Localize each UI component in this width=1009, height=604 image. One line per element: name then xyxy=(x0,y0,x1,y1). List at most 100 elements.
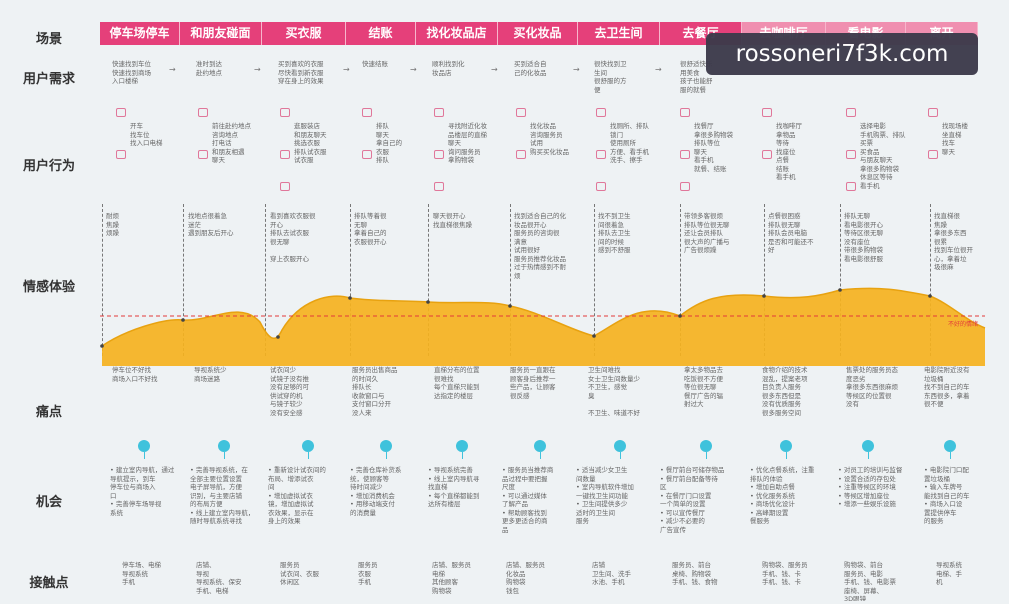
touchpoint-cafe: 购物袋、服务员 手机、钱、卡 手机、钱、卡 xyxy=(762,561,808,586)
opportunity-pin-icon xyxy=(944,440,956,459)
pain-movie: 售票处的服务员态 度恶劣 拿很多东西很麻烦 等候区的位置很 没有 xyxy=(846,366,898,408)
wallet-icon xyxy=(280,182,290,191)
phone-icon xyxy=(596,182,606,191)
opportunity-leave: • 电影院门口配 置垃圾桶 • 输入车牌号 能找到自己的车 • 商场入口设 置提… xyxy=(924,466,970,525)
touchpoint-parking: 停车场、电梯 导视系统 手机 xyxy=(122,561,161,586)
row-label-touchpoint: 接触点 xyxy=(29,576,69,591)
coffee-icon xyxy=(762,108,772,117)
pain-find-cosmetics-store: 直梯分布的位置 很难找 每个直梯只能到 达指定的楼层 xyxy=(434,366,480,400)
behavior-movie: 选择电影 手机购票、排队 买票 买食品 与朋友聊天 拿很多购物袋 休息区等待 看… xyxy=(860,122,906,190)
elevator-icon xyxy=(434,150,444,159)
behavior-parking: 开车 找车位 找入口电梯 xyxy=(130,122,163,147)
phone-icon xyxy=(198,150,208,159)
row-label-need: 用户需求 xyxy=(22,72,75,87)
column-divider xyxy=(680,204,681,356)
emotion-leave: 找直梯很 焦躁 拿很多东西 很累 找到车位很开 心，拿着垃 圾很麻 xyxy=(934,212,973,271)
scene-find-cosmetics-store: 找化妆品店 xyxy=(416,22,498,45)
lipstick-icon xyxy=(516,108,526,117)
touchpoint-restaurant: 服务员、前台 桌椅、购物袋 手机、钱、食物 xyxy=(672,561,718,586)
touchpoint-restroom: 店铺 卫生间、洗手 水池、手机 xyxy=(592,561,631,586)
phone-icon xyxy=(434,182,444,191)
pain-buy-clothes: 试衣间少 试镜子没有推 没有足够的可 供试穿的机 与镜子较少 没有安全感 xyxy=(270,366,309,417)
person-icon xyxy=(198,108,208,117)
pain-buy-cosmetics: 服务员一直跟在 顾客身后推荐一 些产品，让顾客 很反感 xyxy=(510,366,556,400)
bag-icon xyxy=(680,150,690,159)
column-divider xyxy=(102,204,103,356)
column-divider xyxy=(930,204,931,356)
row-label-behavior: 用户行为 xyxy=(22,159,75,174)
car-icon xyxy=(928,150,938,159)
film-icon xyxy=(846,108,856,117)
touchpoint-buy-clothes: 服务员 试衣间、衣服 休闲区 xyxy=(280,561,319,586)
opportunity-pin-icon xyxy=(380,440,392,459)
opportunity-pin-icon xyxy=(862,440,874,459)
column-divider xyxy=(350,204,351,356)
emotion-restroom: 找不到卫生 间很着急 排队去卫生 间的时候 感到不舒服 xyxy=(598,212,631,254)
scene-checkout: 结账 xyxy=(346,22,416,45)
bag-icon xyxy=(516,150,526,159)
scene-parking: 停车场停车 xyxy=(100,22,180,45)
opportunity-restroom: • 适当减少女卫生 间数量 • 室内导航软件增加 一键找卫生间功能 • 卫生间提… xyxy=(576,466,634,525)
phone-icon xyxy=(846,182,856,191)
pain-meet-friends: 导视系统少 商场迷路 xyxy=(194,366,227,383)
row-label-pain: 痛点 xyxy=(35,405,62,420)
phone-icon xyxy=(762,150,772,159)
emotion-find-cosmetics-store: 聊天很开心 找直梯很焦躁 xyxy=(433,212,472,229)
flow-arrow-icon: → xyxy=(169,65,176,74)
behavior-find-cosmetics-store: 寻找附近化妆 品楼层的直梯 聊天 询问服务员 拿购物袋 xyxy=(448,122,487,164)
sink-icon xyxy=(596,150,606,159)
opportunity-parking: • 建立室内导航，通过 导航提示，到车 停车位与商场入 口 • 完善停车场导视 … xyxy=(110,466,175,517)
dining-icon xyxy=(680,108,690,117)
flow-arrow-icon: → xyxy=(410,65,417,74)
bad-emotion-threshold-label: 不好的情绪 xyxy=(948,321,979,328)
scene-restroom: 去卫生间 xyxy=(578,22,660,45)
column-divider xyxy=(840,204,841,356)
scene-meet-friends: 和朋友碰面 xyxy=(180,22,262,45)
opportunity-pin-icon xyxy=(138,440,150,459)
column-divider xyxy=(183,204,184,356)
behavior-buy-clothes: 逛服装店 和朋友聊天 挑选衣服 排队试衣服 试衣服 xyxy=(294,122,327,164)
emotion-meet-friends: 找地点很着急 迷茫 遇到朋友后开心 xyxy=(188,212,234,237)
need-checkout: 快速结账 xyxy=(362,60,388,68)
emotion-buy-cosmetics: 找到适合自己的化 妆品很开心 服务员的咨询很 满意 试用很好 服务员推荐化妆品 … xyxy=(514,212,566,280)
emotion-checkout: 排队等着很 无聊 拿着自己的 衣服很开心 xyxy=(354,212,387,246)
bag-icon xyxy=(280,150,290,159)
touchpoint-checkout: 服务员 衣服 手机 xyxy=(358,561,378,586)
touchpoint-movie: 购物袋、前台 服务员、电影 手机、钱、电影票 座椅、屏幕、 3D眼镜 xyxy=(844,561,896,601)
need-meet-friends: 准时到达 赴约地点 xyxy=(196,60,222,77)
column-divider xyxy=(594,204,595,356)
flow-arrow-icon: → xyxy=(573,65,580,74)
need-restroom: 很快找到卫 生间 很舒服的方 便 xyxy=(594,60,627,94)
bag-icon xyxy=(362,150,372,159)
need-buy-cosmetics: 买到适合自 己的化妆品 xyxy=(514,60,547,77)
flow-arrow-icon: → xyxy=(343,65,350,74)
opportunity-pin-icon xyxy=(534,440,546,459)
emotion-buy-clothes: 看到喜欢衣服很 开心 排队去试衣服 很无聊 穿上衣服开心 xyxy=(270,212,316,263)
touchpoint-leave: 导视系统 电梯、手 机 xyxy=(936,561,962,586)
ticket-icon xyxy=(846,150,856,159)
opportunity-movie: • 对员工的培训与监督 • 设置合适的存包处 • 注重等候区的环境 • 等候区增… xyxy=(838,466,903,508)
opportunity-pin-icon xyxy=(614,440,626,459)
behavior-buy-cosmetics: 找化妆品 咨询服务员 试用 购买买化妆品 xyxy=(530,122,569,156)
register-icon xyxy=(362,108,372,117)
opportunity-buy-clothes: • 重新设计试衣间的 布局、增添试衣 间 • 增加虚拟试衣 镜，增加虚拟试 衣效… xyxy=(268,466,326,525)
exit-icon xyxy=(928,108,938,117)
flow-arrow-icon: → xyxy=(655,65,662,74)
row-label-scene: 场景 xyxy=(35,32,62,47)
opportunity-pin-icon xyxy=(218,440,230,459)
need-restaurant: 很舒适快乐 用美食 孩子也能舒 服的就餐 xyxy=(680,60,713,94)
column-divider xyxy=(510,204,511,356)
pain-restaurant: 拿太多物品去 吃饭很不方便 等位很无聊 餐厅广告的辐 射过大 xyxy=(684,366,723,408)
row-label-opportunity: 机会 xyxy=(35,495,62,510)
emotion-cafe: 点餐很困惑 排队很无聊 排队会员电脑 是否和可能还不 好 xyxy=(768,212,814,254)
opportunity-meet-friends: • 完善导视系统，在 全部主要位置设置 电子屏导航，方便 识别，与主要店铺 的布… xyxy=(190,466,255,525)
pain-cafe: 食物介绍的技术 混乱，提案老项 目负责人服务 很多东西但是 没有优质服务 很多服… xyxy=(762,366,808,417)
flow-arrow-icon: → xyxy=(254,65,261,74)
emotion-restaurant: 带领多客很烦 排队等位很无聊 还让会员排队 很大声的广播与 广告很烦躁 xyxy=(684,212,730,254)
pain-checkout: 服务员出售商品 的时间久 排队长 收款窗口与 支付窗口分开 没人来 xyxy=(352,366,398,417)
touchpoint-meet-friends: 店铺、 导视 导视系统、保安 手机、电梯 xyxy=(196,561,242,595)
behavior-restaurant: 找餐厅 拿很多购物袋 排队等位 聊天 看手机 就餐、结账 xyxy=(694,122,733,173)
scene-buy-clothes: 买衣服 xyxy=(262,22,346,45)
scene-buy-cosmetics: 买化妆品 xyxy=(498,22,578,45)
touchpoint-buy-cosmetics: 店铺、服务员 化妆品 购物袋 钱包 xyxy=(506,561,545,595)
